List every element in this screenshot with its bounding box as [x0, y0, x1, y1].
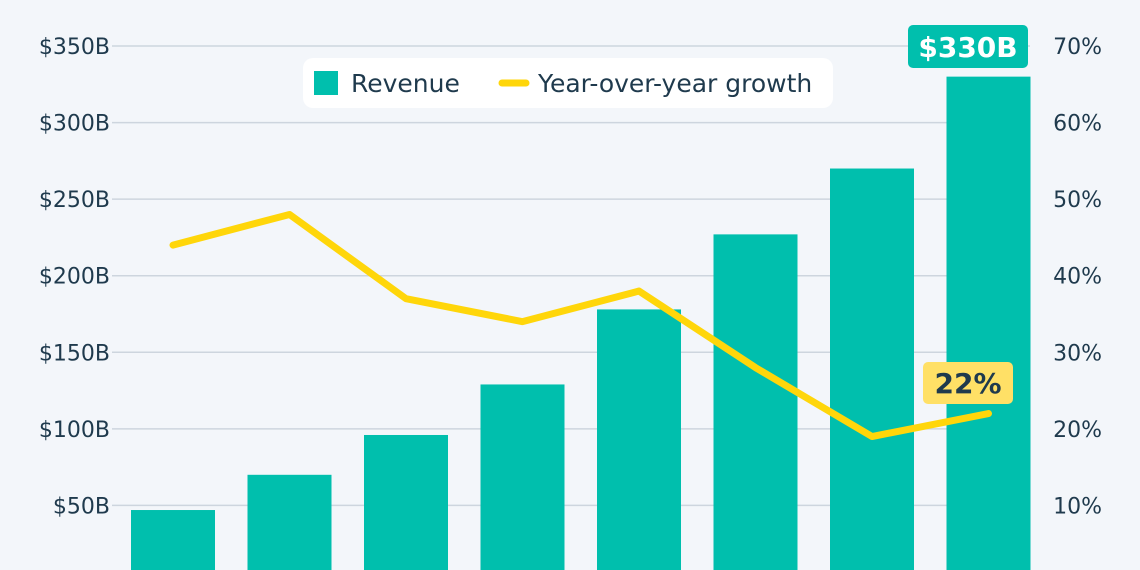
growth-point	[871, 436, 873, 438]
legend-background	[303, 58, 833, 108]
revenue-bar	[247, 474, 332, 570]
last-growth-callout: 22%	[923, 362, 1013, 404]
right-axis-tick-label: 10%	[1053, 494, 1102, 519]
growth-point	[172, 244, 174, 246]
revenue-bar	[946, 76, 1031, 570]
revenue-bar	[597, 309, 681, 570]
left-axis-tick-label: $250B	[39, 188, 110, 213]
left-axis-tick-label: $300B	[39, 112, 110, 137]
right-axis-tick-label: 40%	[1053, 265, 1102, 290]
right-axis-tick-label: 30%	[1053, 341, 1102, 366]
legend: Revenue Year-over-year growth	[303, 58, 833, 108]
legend-growth-label: Year-over-year growth	[537, 69, 812, 98]
right-axis-tick-label: 60%	[1053, 112, 1102, 137]
legend-revenue-swatch	[314, 71, 338, 95]
growth-point	[638, 290, 640, 292]
left-axis-tick-label: $50B	[53, 494, 110, 519]
revenue-bar	[713, 234, 798, 570]
left-axis-tick-label: $350B	[39, 35, 110, 60]
growth-point	[755, 367, 756, 369]
growth-point	[522, 321, 523, 323]
revenue-bar	[131, 510, 215, 570]
legend-revenue-label: Revenue	[351, 69, 460, 98]
growth-line	[169, 210, 992, 441]
growth-point	[405, 298, 407, 300]
right-axis-tick-label: 20%	[1053, 418, 1102, 443]
left-axis-tick-label: $200B	[39, 265, 110, 290]
growth-point	[988, 413, 989, 415]
revenue-bar	[480, 384, 565, 570]
left-axis-tick-labels: $50B $100B $150B $200B $250B $300B $350B	[39, 35, 110, 519]
revenue-bars	[131, 76, 1031, 570]
growth-line-layer	[169, 210, 992, 441]
left-axis-tick-label: $150B	[39, 341, 110, 366]
last-revenue-callout-label: $330B	[918, 31, 1017, 64]
right-axis-tick-labels: 10% 20% 30% 40% 50% 60% 70%	[1053, 35, 1102, 519]
growth-point	[289, 213, 290, 215]
last-revenue-callout: $330B	[908, 25, 1028, 68]
right-axis-tick-label: 70%	[1053, 35, 1102, 60]
left-axis-tick-label: $100B	[39, 418, 110, 443]
right-axis-tick-label: 50%	[1053, 188, 1102, 213]
revenue-bar	[364, 434, 448, 570]
revenue-bar	[830, 168, 914, 570]
last-growth-callout-label: 22%	[934, 367, 1001, 400]
last-growth-callout-background	[923, 362, 1013, 404]
last-revenue-callout-background	[908, 25, 1028, 68]
